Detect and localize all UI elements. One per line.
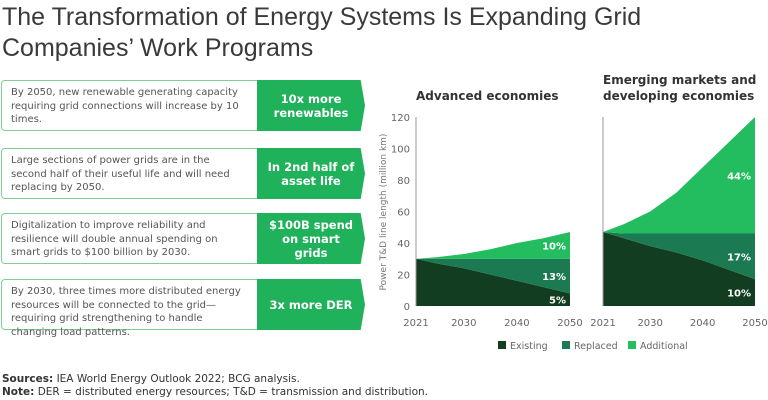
callout-card: Large sections of power grids are in the… xyxy=(1,148,365,201)
share-label: 10% xyxy=(542,241,566,252)
y-tick-label: 80 xyxy=(397,176,410,187)
y-tick-label: 20 xyxy=(397,271,410,282)
area-existing xyxy=(416,258,570,306)
x-tick-label: 2021 xyxy=(590,318,615,329)
callout-text: Digitalization to improve reliability an… xyxy=(1,213,257,264)
legend-label: Existing xyxy=(510,341,548,352)
x-tick-label: 2030 xyxy=(637,318,662,329)
callout-text: By 2030, three times more distributed en… xyxy=(1,279,257,338)
panel-title: Advanced economies xyxy=(416,89,559,103)
area-additional xyxy=(416,231,570,259)
callout-tag: In 2nd half of asset life xyxy=(257,148,365,199)
legend-swatch xyxy=(498,341,506,349)
callout-tag: $100B spend on smart grids xyxy=(257,213,365,264)
y-axis-label: Power T&D line length (million km) xyxy=(379,134,389,291)
y-tick-label: 120 xyxy=(391,113,410,124)
page-title: The Transformation of Energy Systems Is … xyxy=(2,3,642,62)
share-label: 17% xyxy=(727,252,751,263)
legend-label: Additional xyxy=(640,341,688,352)
callout-card: By 2050, new renewable generating capaci… xyxy=(1,80,365,133)
callout-card: By 2030, three times more distributed en… xyxy=(1,279,365,338)
callout-tag: 3x more DER xyxy=(257,279,365,330)
area-additional xyxy=(603,117,755,234)
share-label: 13% xyxy=(542,272,566,283)
callout-text: Large sections of power grids are in the… xyxy=(1,148,257,199)
legend-swatch xyxy=(562,341,570,349)
x-tick-label: 2050 xyxy=(742,318,767,329)
y-tick-label: 0 xyxy=(404,302,410,313)
x-tick-label: 2040 xyxy=(690,318,715,329)
callout-card: Digitalization to improve reliability an… xyxy=(1,213,365,266)
x-tick-label: 2021 xyxy=(403,318,428,329)
share-label: 5% xyxy=(549,296,566,307)
sources-text: IEA World Energy Outlook 2022; BCG analy… xyxy=(56,373,300,385)
legend-swatch xyxy=(628,341,636,349)
x-tick-label: 2050 xyxy=(557,318,582,329)
callout-text: By 2050, new renewable generating capaci… xyxy=(1,80,257,131)
note-label: Note: xyxy=(2,386,35,398)
x-tick-label: 2040 xyxy=(504,318,529,329)
share-label: 44% xyxy=(727,171,751,182)
y-tick-label: 100 xyxy=(391,145,410,156)
x-tick-label: 2030 xyxy=(451,318,476,329)
area-replaced xyxy=(603,231,755,280)
y-tick-label: 60 xyxy=(397,208,410,219)
footer: Sources: IEA World Energy Outlook 2022; … xyxy=(2,373,428,399)
sources-label: Sources: xyxy=(2,373,54,385)
share-label: 10% xyxy=(727,289,751,300)
note-text: DER = distributed energy resources; T&D … xyxy=(37,386,429,398)
panel-title: Emerging markets and developing economies xyxy=(603,73,756,103)
y-tick-label: 40 xyxy=(397,239,410,250)
callout-tag: 10x more renewables xyxy=(257,80,365,131)
area-replaced xyxy=(416,258,570,294)
area-existing xyxy=(603,231,755,306)
legend-label: Replaced xyxy=(574,341,618,352)
